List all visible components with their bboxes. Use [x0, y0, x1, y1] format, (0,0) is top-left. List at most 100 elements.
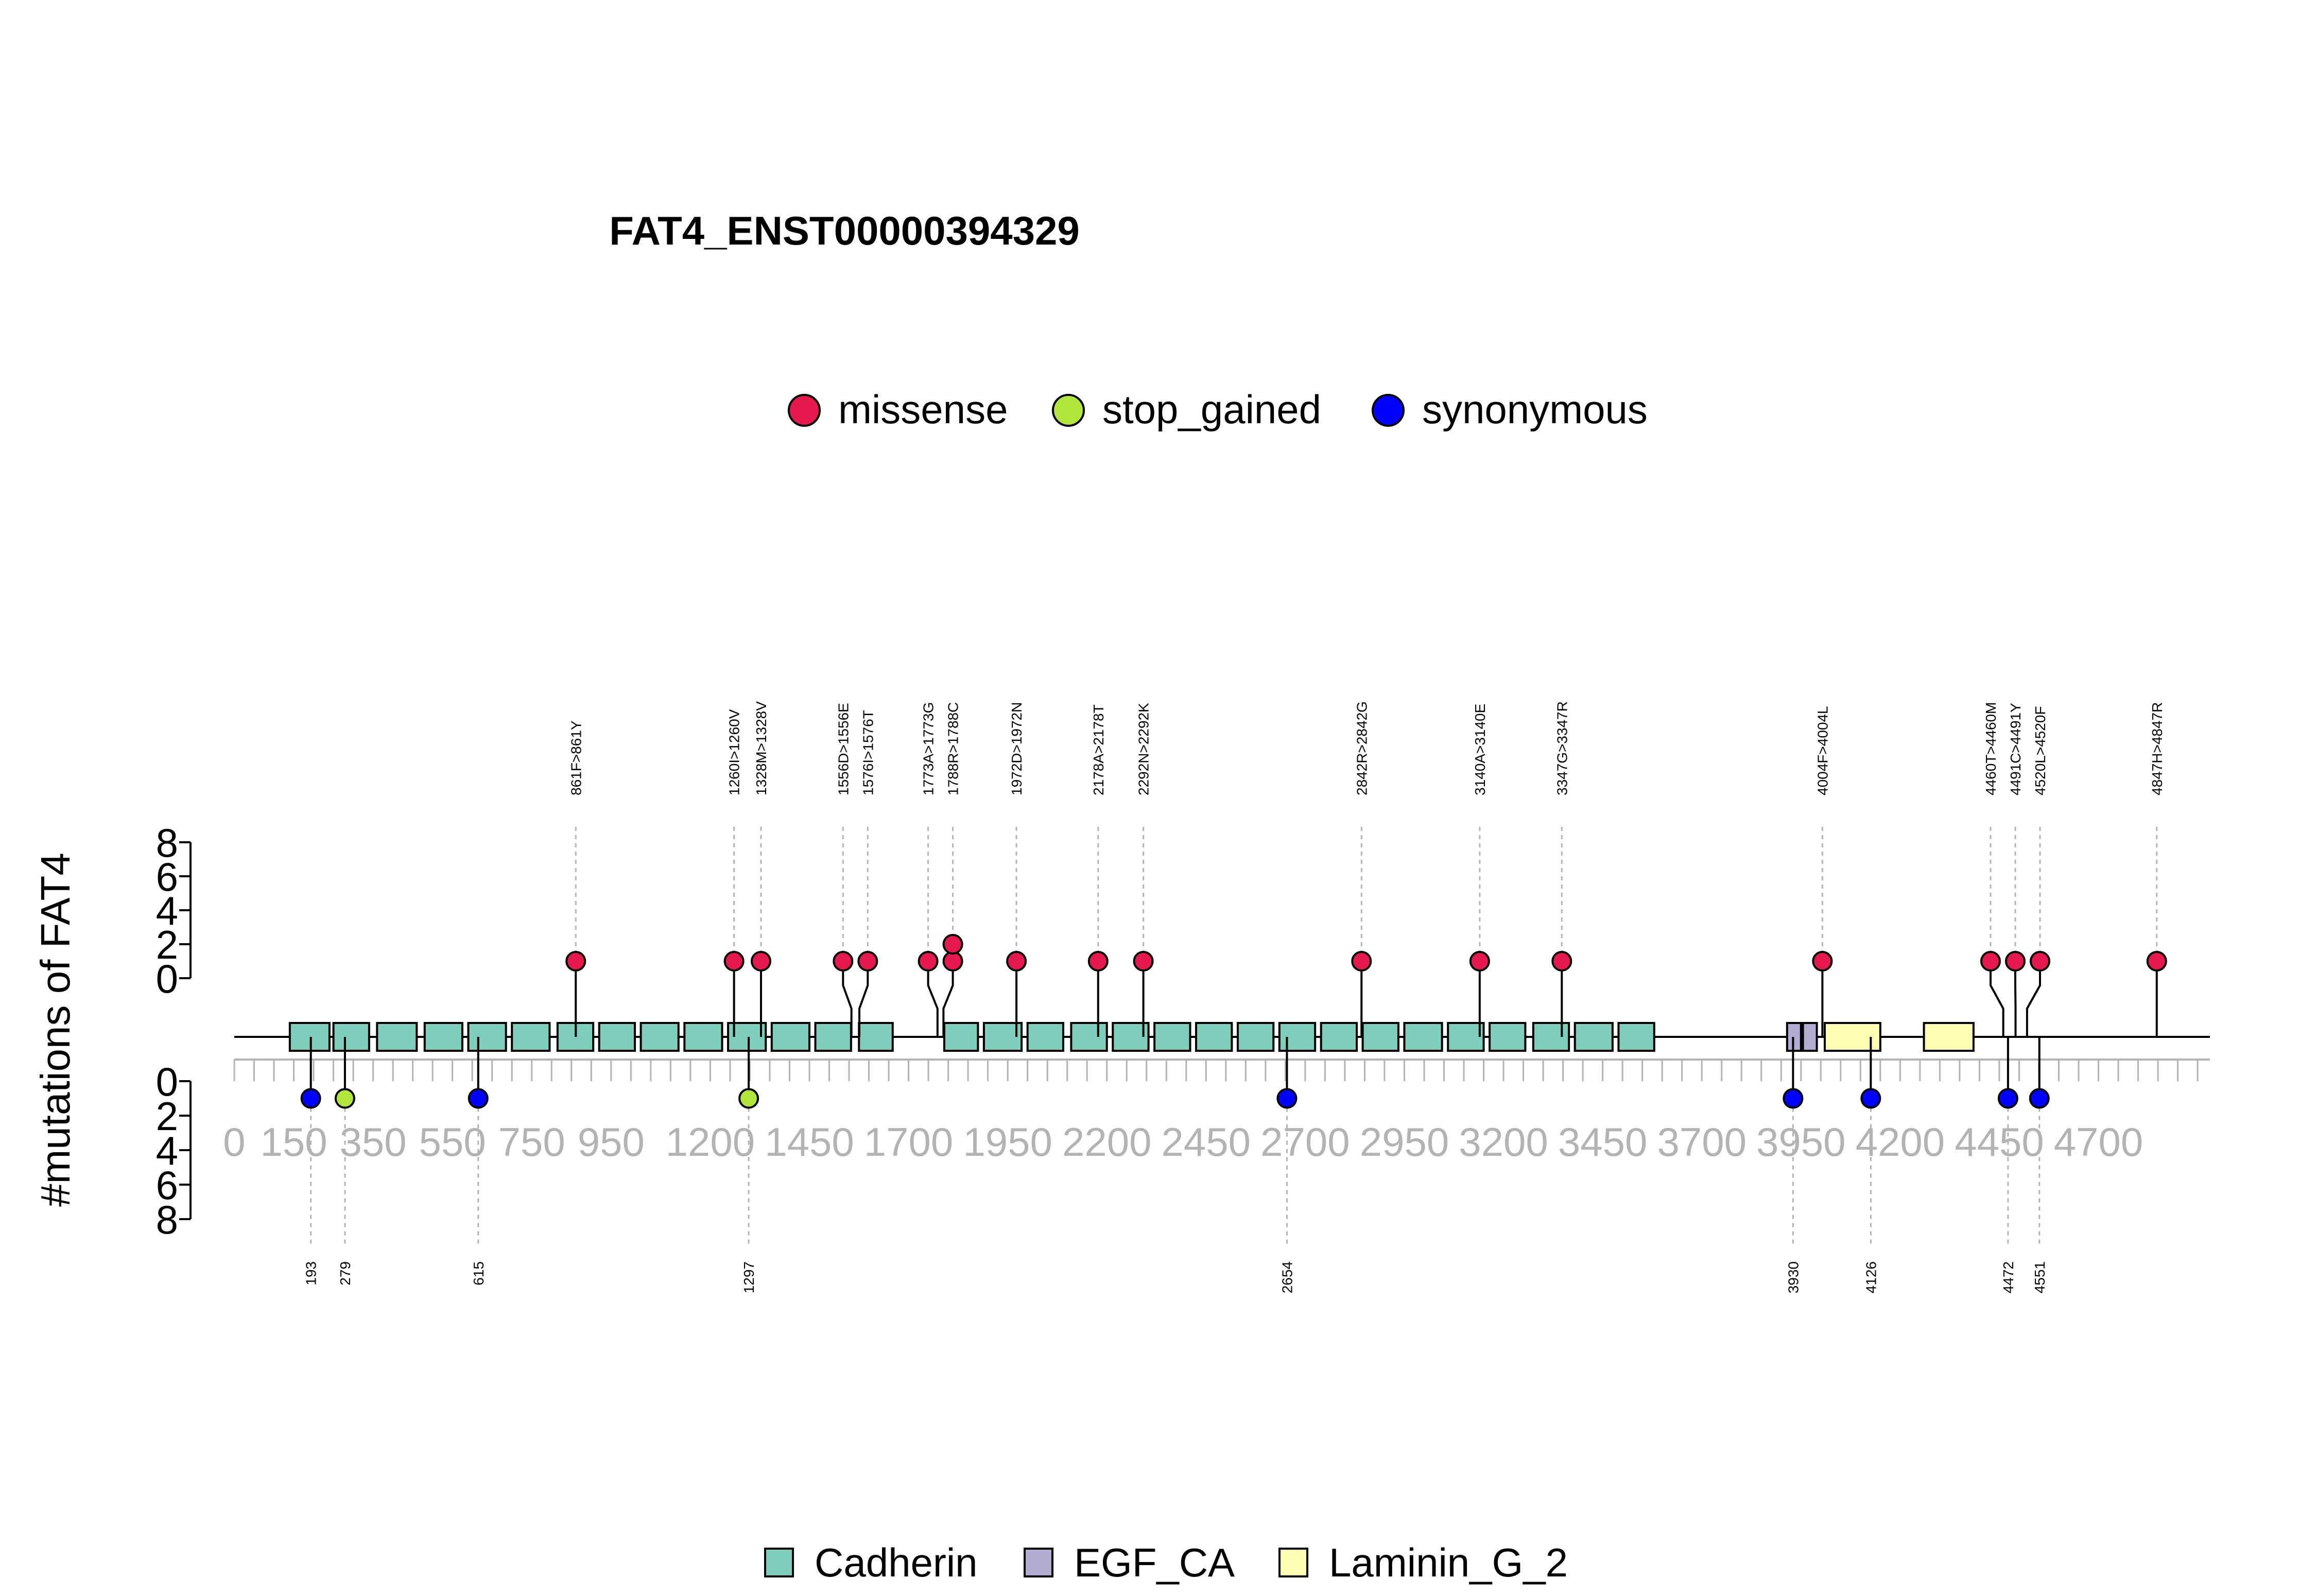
domain-Cadherin: [598, 1022, 636, 1052]
mutation-label-193: 193: [303, 1261, 319, 1286]
mutation-label-1972: 1972D>1972N: [1009, 702, 1025, 795]
chart-title: FAT4_ENST00000394329: [609, 208, 1080, 253]
mutation-label-1556: 1556D>1556E: [835, 703, 851, 795]
stem-1788: [942, 961, 954, 1037]
y-tick-label-lower: 8: [156, 1197, 178, 1242]
mutation-labels: 861F>861Y 1260I>1260V 1328M>1328V 1556D>155…: [303, 701, 2165, 1294]
x-tick-label: 3950: [1756, 1119, 1846, 1165]
y-tick-label-upper: 6: [156, 854, 178, 899]
mutation-point-4472: [1997, 1088, 2018, 1109]
mutation-point-1576: [857, 951, 878, 972]
mutation-label-3930: 3930: [1785, 1261, 1801, 1293]
legend-label-synonymous: synonymous: [1422, 387, 1648, 432]
domain-Cadherin: [1153, 1022, 1191, 1052]
domain-Cadherin: [511, 1022, 551, 1052]
y-tick-label-lower: 6: [156, 1163, 178, 1208]
domain-Cadherin: [1320, 1022, 1358, 1052]
domain-Cadherin: [770, 1022, 810, 1052]
mutation-label-4520: 4520L>4520F: [2032, 706, 2048, 795]
legend-key-Laminin_G_2: [1278, 1548, 1308, 1577]
domain-Cadherin: [376, 1022, 418, 1052]
mutation-point-3347: [1551, 951, 1572, 972]
mutation-point-2292: [1133, 951, 1154, 972]
mutation-label-4004: 4004F>4004L: [1814, 706, 1830, 795]
mutation-point-861: [565, 951, 586, 972]
y-axis-label: #mutations of FAT4: [32, 853, 78, 1207]
x-tick-label: 1450: [765, 1119, 854, 1165]
mutation-label-3347: 3347G>3347R: [1554, 701, 1570, 795]
y-tick-label-upper: 0: [156, 956, 178, 1001]
mutation-point-1556: [833, 951, 854, 972]
x-tick-label: 1700: [864, 1119, 954, 1165]
x-tick-label: 1200: [666, 1119, 755, 1165]
mutation-point-4847: [2146, 951, 2167, 972]
domain-Cadherin: [288, 1022, 331, 1052]
mutation-label-615: 615: [471, 1261, 487, 1286]
stem-4460: [1990, 961, 2004, 1037]
stem-4520: [2026, 961, 2042, 1037]
mutation-point-1788: [942, 934, 963, 955]
mutation-point-1773: [918, 951, 939, 972]
domain-Cadherin: [1489, 1022, 1527, 1052]
legend-label-Laminin_G_2: Laminin_G_2: [1329, 1540, 1568, 1585]
domain-Cadherin: [1617, 1022, 1655, 1052]
x-tick-label: 3200: [1459, 1119, 1548, 1165]
y-tick-label-upper: 2: [156, 922, 178, 967]
mutation-point-4551: [2029, 1088, 2050, 1109]
domain-Cadherin: [1236, 1022, 1275, 1052]
mutation-label-4491: 4491C>4491Y: [2008, 703, 2024, 795]
mutation-label-2654: 2654: [1279, 1261, 1295, 1293]
mutation-point-2178: [1087, 951, 1109, 972]
mutation-label-1788: 1788R>1788C: [945, 702, 961, 795]
mutation-point-1260: [723, 951, 745, 972]
y-tick-label-upper: 8: [156, 820, 178, 865]
stem-1773: [927, 961, 939, 1037]
domain-Cadherin: [423, 1022, 463, 1052]
mutation-label-4551: 4551: [2032, 1261, 2048, 1293]
legend-label-EGF_CA: EGF_CA: [1074, 1540, 1235, 1585]
legend-key-Cadherin: [764, 1548, 794, 1577]
mutation-point-4520: [2030, 951, 2051, 972]
legend-key-stop_gained: [1052, 394, 1085, 427]
mutation-label-2178: 2178A>2178T: [1091, 704, 1106, 795]
domain-type-legend: Cadherin EGF_CA Laminin_G_2: [764, 1540, 1568, 1585]
domain-Cadherin: [1361, 1022, 1399, 1052]
domain-Cadherin: [1403, 1022, 1443, 1052]
x-tick-label: 0: [223, 1119, 245, 1165]
stem-1556: [842, 961, 853, 1037]
mutation-label-861: 861F>861Y: [568, 720, 584, 795]
x-tick-label: 350: [340, 1119, 407, 1165]
x-tick-label: 2700: [1260, 1119, 1350, 1165]
mutation-point-1788: [942, 951, 963, 972]
domain-Cadherin: [1026, 1022, 1064, 1052]
domain-Cadherin: [1278, 1022, 1317, 1052]
domain-Cadherin: [858, 1022, 894, 1052]
x-tick-label: 2200: [1062, 1119, 1152, 1165]
x-tick-label: 550: [419, 1119, 486, 1165]
mutation-label-1773: 1773A>1773G: [921, 702, 937, 795]
legend-label-missense: missense: [838, 387, 1008, 432]
domain-EGF_CA: [1802, 1022, 1818, 1052]
x-tick-label: 750: [498, 1119, 565, 1165]
y-tick-label-lower: 4: [156, 1128, 178, 1173]
x-tick-label: 4450: [1955, 1119, 2044, 1165]
stem-4491: [2014, 961, 2017, 1037]
domain-Cadherin: [1195, 1022, 1233, 1052]
x-tick-label: 2450: [1162, 1119, 1251, 1165]
legend-label-Cadherin: Cadherin: [815, 1540, 978, 1585]
y-tick-label-upper: 4: [156, 888, 178, 933]
y-tick-label-lower: 2: [156, 1094, 178, 1139]
domain-Cadherin: [814, 1022, 852, 1052]
domain-Cadherin: [1070, 1022, 1108, 1052]
mutation-point-193: [300, 1088, 321, 1109]
x-tick-label: 150: [260, 1119, 327, 1165]
domain-Cadherin: [1447, 1022, 1485, 1052]
mutation-point-2654: [1276, 1088, 1298, 1109]
domain-Laminin_G_2: [1923, 1022, 1975, 1052]
mutation-point-279: [334, 1088, 355, 1109]
mutation-point-1328: [750, 951, 771, 972]
legend-key-synonymous: [1372, 394, 1405, 427]
